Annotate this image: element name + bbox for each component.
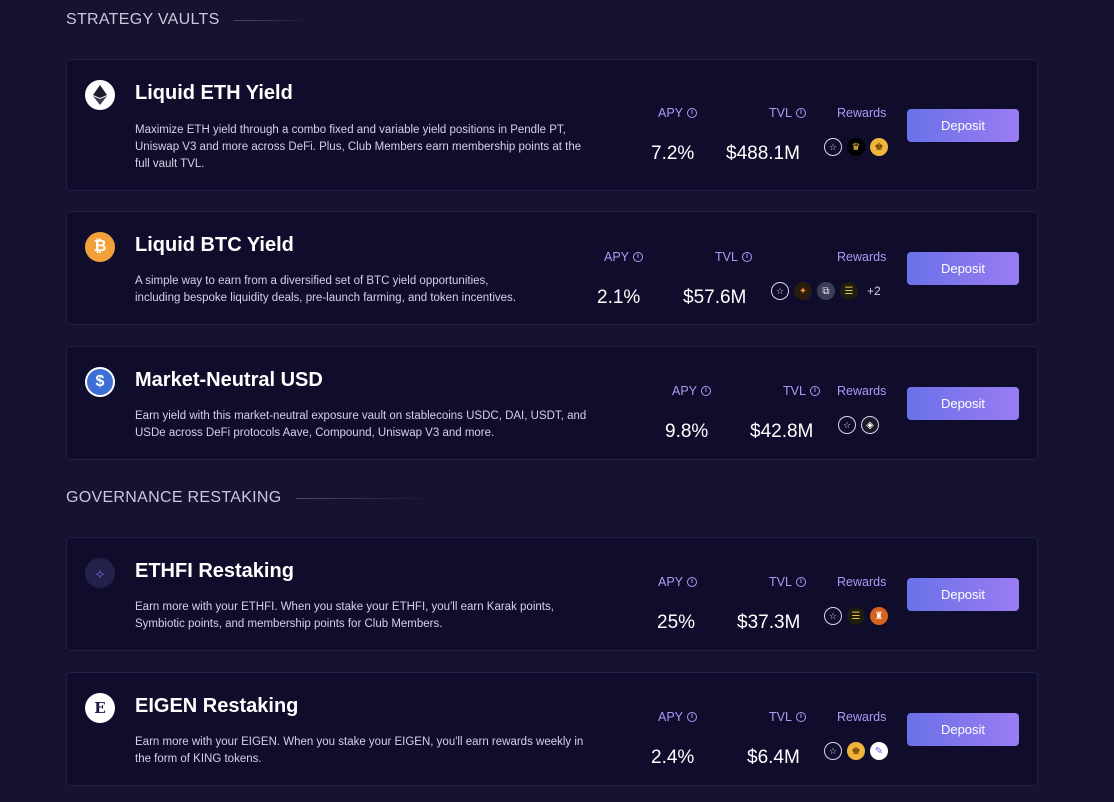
apy-label: APY i	[604, 250, 644, 264]
vault-description: Earn yield with this market-neutral expo…	[135, 410, 587, 439]
tvl-value: $57.6M	[683, 287, 747, 308]
vault-name: EIGEN Restaking	[135, 695, 299, 717]
chain-icon[interactable]: ⧉	[817, 282, 835, 300]
vault-name: Market-Neutral USD	[135, 369, 323, 391]
vault-description: Earn more with your ETHFI. When you stak…	[135, 601, 554, 630]
tvl-value: $6.4M	[747, 747, 800, 768]
apy-value: 25%	[657, 612, 696, 633]
deposit-button[interactable]: Deposit	[907, 578, 1019, 611]
king-icon[interactable]: ♚	[870, 138, 888, 156]
info-icon[interactable]: i	[633, 252, 644, 262]
info-icon[interactable]: i	[741, 252, 752, 262]
octagon-icon[interactable]: ✦	[794, 282, 812, 300]
apy-value: 9.8%	[665, 421, 709, 442]
bitcoin-icon: ₿	[85, 232, 115, 262]
tvl-label: TVL i	[769, 575, 806, 589]
vault-description: Earn more with your EIGEN. When you stak…	[135, 736, 584, 765]
info-icon[interactable]: i	[795, 712, 806, 722]
section-divider	[233, 19, 314, 21]
ethfi-icon: ⟡	[85, 558, 115, 588]
star-icon[interactable]: ☆	[771, 282, 789, 300]
star-icon[interactable]: ☆	[838, 416, 856, 434]
ethena-icon[interactable]: ◈	[861, 416, 879, 434]
deposit-button[interactable]: Deposit	[907, 252, 1019, 285]
vault-card-ethfi-restaking[interactable]: ⟡ ETHFI Restaking Earn more with your ET…	[66, 537, 1038, 651]
rewards-icons: ☆ ◈	[838, 416, 879, 434]
info-icon[interactable]: i	[809, 386, 820, 396]
rewards-label: Rewards	[837, 710, 887, 724]
vault-card-market-neutral-usd[interactable]: $ Market-Neutral USD Earn yield with thi…	[66, 346, 1038, 460]
star-icon[interactable]: ☆	[824, 138, 842, 156]
king-icon[interactable]: ♚	[847, 742, 865, 760]
vault-name: Liquid BTC Yield	[135, 234, 294, 256]
tvl-label: TVL i	[783, 384, 820, 398]
rewards-icons: ☆ ☰ ♜	[824, 607, 888, 625]
tvl-label: TVL i	[769, 106, 806, 120]
rewards-icons: ☆ ♛ ♚	[824, 138, 888, 156]
info-icon[interactable]: i	[687, 712, 698, 722]
apy-value: 7.2%	[651, 143, 695, 164]
info-icon[interactable]: i	[687, 577, 698, 587]
vault-card-eigen-restaking[interactable]: E EIGEN Restaking Earn more with your EI…	[66, 672, 1038, 786]
section-header-strategy-vaults: STRATEGY VAULTS	[66, 11, 314, 29]
section-title: STRATEGY VAULTS	[66, 11, 220, 28]
deposit-button[interactable]: Deposit	[907, 387, 1019, 420]
section-header-governance-restaking: GOVERNANCE RESTAKING	[66, 489, 436, 507]
apy-label: APY i	[658, 106, 698, 120]
info-icon[interactable]: i	[795, 108, 806, 118]
rewards-icons: ☆ ✦ ⧉ ☰ +2	[771, 282, 881, 300]
info-icon[interactable]: i	[795, 577, 806, 587]
rewards-label: Rewards	[837, 106, 887, 120]
vault-card-liquid-eth[interactable]: Liquid ETH Yield Maximize ETH yield thro…	[66, 59, 1038, 191]
apy-label: APY i	[658, 575, 698, 589]
ethereum-icon	[85, 80, 115, 110]
apy-label: APY i	[672, 384, 712, 398]
rewards-label: Rewards	[837, 384, 887, 398]
eigen-icon: E	[85, 693, 115, 723]
rewards-label: Rewards	[837, 575, 887, 589]
tvl-value: $42.8M	[750, 421, 814, 442]
tvl-value: $37.3M	[737, 612, 801, 633]
info-icon[interactable]: i	[701, 386, 712, 396]
vault-description: A simple way to earn from a diversified …	[135, 275, 517, 304]
section-divider	[295, 497, 436, 499]
deposit-button[interactable]: Deposit	[907, 109, 1019, 142]
section-title: GOVERNANCE RESTAKING	[66, 489, 282, 506]
crown-icon[interactable]: ♛	[847, 138, 865, 156]
stack-icon[interactable]: ☰	[847, 607, 865, 625]
tvl-label: TVL i	[715, 250, 752, 264]
usdc-icon: $	[85, 367, 115, 397]
vault-name: Liquid ETH Yield	[135, 82, 293, 104]
vault-card-liquid-btc[interactable]: ₿ Liquid BTC Yield A simple way to earn …	[66, 211, 1038, 325]
rewards-more-count[interactable]: +2	[867, 284, 881, 298]
stack-icon[interactable]: ☰	[840, 282, 858, 300]
apy-value: 2.4%	[651, 747, 695, 768]
vault-name: ETHFI Restaking	[135, 560, 294, 582]
info-icon[interactable]: i	[687, 108, 698, 118]
rewards-label: Rewards	[837, 250, 887, 264]
apy-label: APY i	[658, 710, 698, 724]
deposit-button[interactable]: Deposit	[907, 713, 1019, 746]
star-icon[interactable]: ☆	[824, 742, 842, 760]
vault-description: Maximize ETH yield through a combo fixed…	[135, 124, 582, 170]
tvl-value: $488.1M	[726, 143, 800, 164]
ribbon-icon[interactable]: ✎	[870, 742, 888, 760]
star-icon[interactable]: ☆	[824, 607, 842, 625]
symbiotic-icon[interactable]: ♜	[870, 607, 888, 625]
tvl-label: TVL i	[769, 710, 806, 724]
apy-value: 2.1%	[597, 287, 641, 308]
rewards-icons: ☆ ♚ ✎	[824, 742, 888, 760]
